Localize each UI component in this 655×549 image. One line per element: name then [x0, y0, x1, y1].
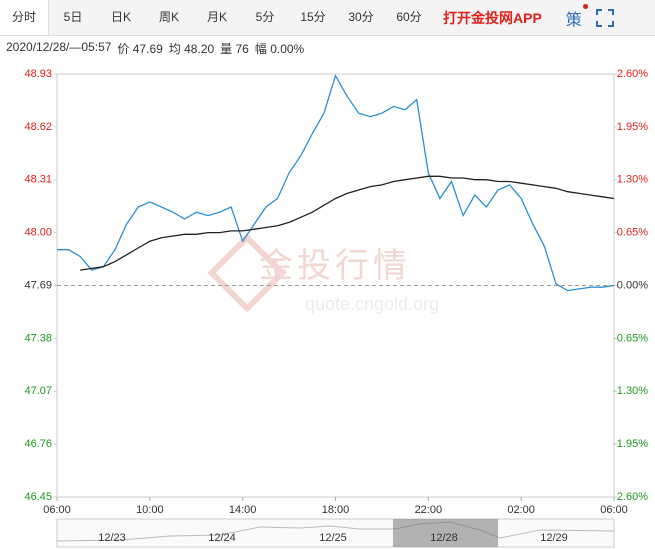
fullscreen-button[interactable]	[595, 8, 614, 27]
x-tick-label: 14:00	[229, 504, 257, 516]
navigator-date: 12/25	[319, 532, 347, 544]
x-tick-label: 18:00	[322, 504, 350, 516]
app-link[interactable]: 打开金投网APP	[443, 9, 542, 26]
y2-tick-label: -0.65%	[613, 332, 648, 344]
navigator-date: 12/24	[208, 532, 236, 544]
info-bar: 2020/12/28/—05:57 价 47.69 均 48.20 量 76 幅 0.0…	[6, 40, 304, 57]
tab[interactable]: 15分	[300, 10, 326, 24]
y2-tick-label: 1.30%	[617, 174, 648, 186]
tab[interactable]: 月K	[206, 10, 227, 24]
info-item: 量 76	[220, 42, 249, 56]
plot-border	[56, 73, 615, 498]
tab[interactable]: 5日	[63, 10, 83, 24]
x-tick-label: 02:00	[507, 504, 535, 516]
y-tick-label: 48.93	[24, 68, 52, 80]
navigator[interactable]	[56, 518, 615, 548]
y2-tick-label: 0.65%	[617, 227, 648, 239]
y-tick-label: 47.07	[24, 385, 52, 397]
y2-tick-label: 2.60%	[617, 68, 648, 80]
watermark-logo	[207, 233, 287, 313]
info-item: 幅 0.00%	[254, 42, 305, 56]
tab[interactable]: 分时	[0, 0, 49, 35]
x-tick-label: 10:00	[136, 504, 164, 516]
tab[interactable]: 周K	[158, 10, 179, 24]
info-item: 均 48.20	[168, 42, 215, 56]
y2-tick-label: -1.30%	[613, 385, 648, 397]
badge	[582, 3, 588, 9]
x-tick-label: 22:00	[415, 504, 443, 516]
series-line	[80, 175, 615, 271]
toolbar: 分时 5日 日K 周K 月K 5分 15分 30分 60分 打开金投网APP 策	[0, 0, 655, 36]
navigator-date: 12/23	[98, 532, 126, 544]
navigator-date: 12/29	[540, 532, 568, 544]
y-tick-label: 48.31	[24, 174, 52, 186]
y2-tick-label: -2.60%	[613, 491, 648, 503]
navigator-window[interactable]	[393, 519, 498, 547]
y-tick-label: 47.38	[24, 332, 52, 344]
watermark: quote.cngold.org	[305, 294, 439, 314]
navigator-date: 12/28	[430, 532, 458, 544]
y-tick-label: 46.76	[24, 438, 52, 450]
info-item: 2020/12/28/—05:57	[6, 40, 112, 54]
y-tick-label: 47.69	[24, 279, 52, 291]
y-tick-label: 48.62	[24, 121, 52, 133]
y2-tick-label: 0.00%	[617, 279, 648, 291]
watermark: 金投行情	[259, 247, 411, 285]
series-line	[57, 74, 615, 292]
x-tick-label: 06:00	[600, 504, 628, 516]
y-tick-label: 48.00	[24, 227, 52, 239]
y-tick-label: 46.45	[24, 491, 52, 503]
tab[interactable]: 60分	[396, 10, 422, 24]
strategy-button[interactable]: 策	[566, 3, 588, 30]
y2-tick-label: 1.95%	[617, 121, 648, 133]
info-item: 价 47.69	[117, 42, 163, 56]
tab[interactable]: 30分	[348, 10, 374, 24]
tab[interactable]: 日K	[110, 10, 131, 24]
tab[interactable]: 5分	[255, 10, 275, 24]
y2-tick-label: -1.95%	[613, 438, 648, 450]
x-tick-label: 06:00	[43, 504, 71, 516]
